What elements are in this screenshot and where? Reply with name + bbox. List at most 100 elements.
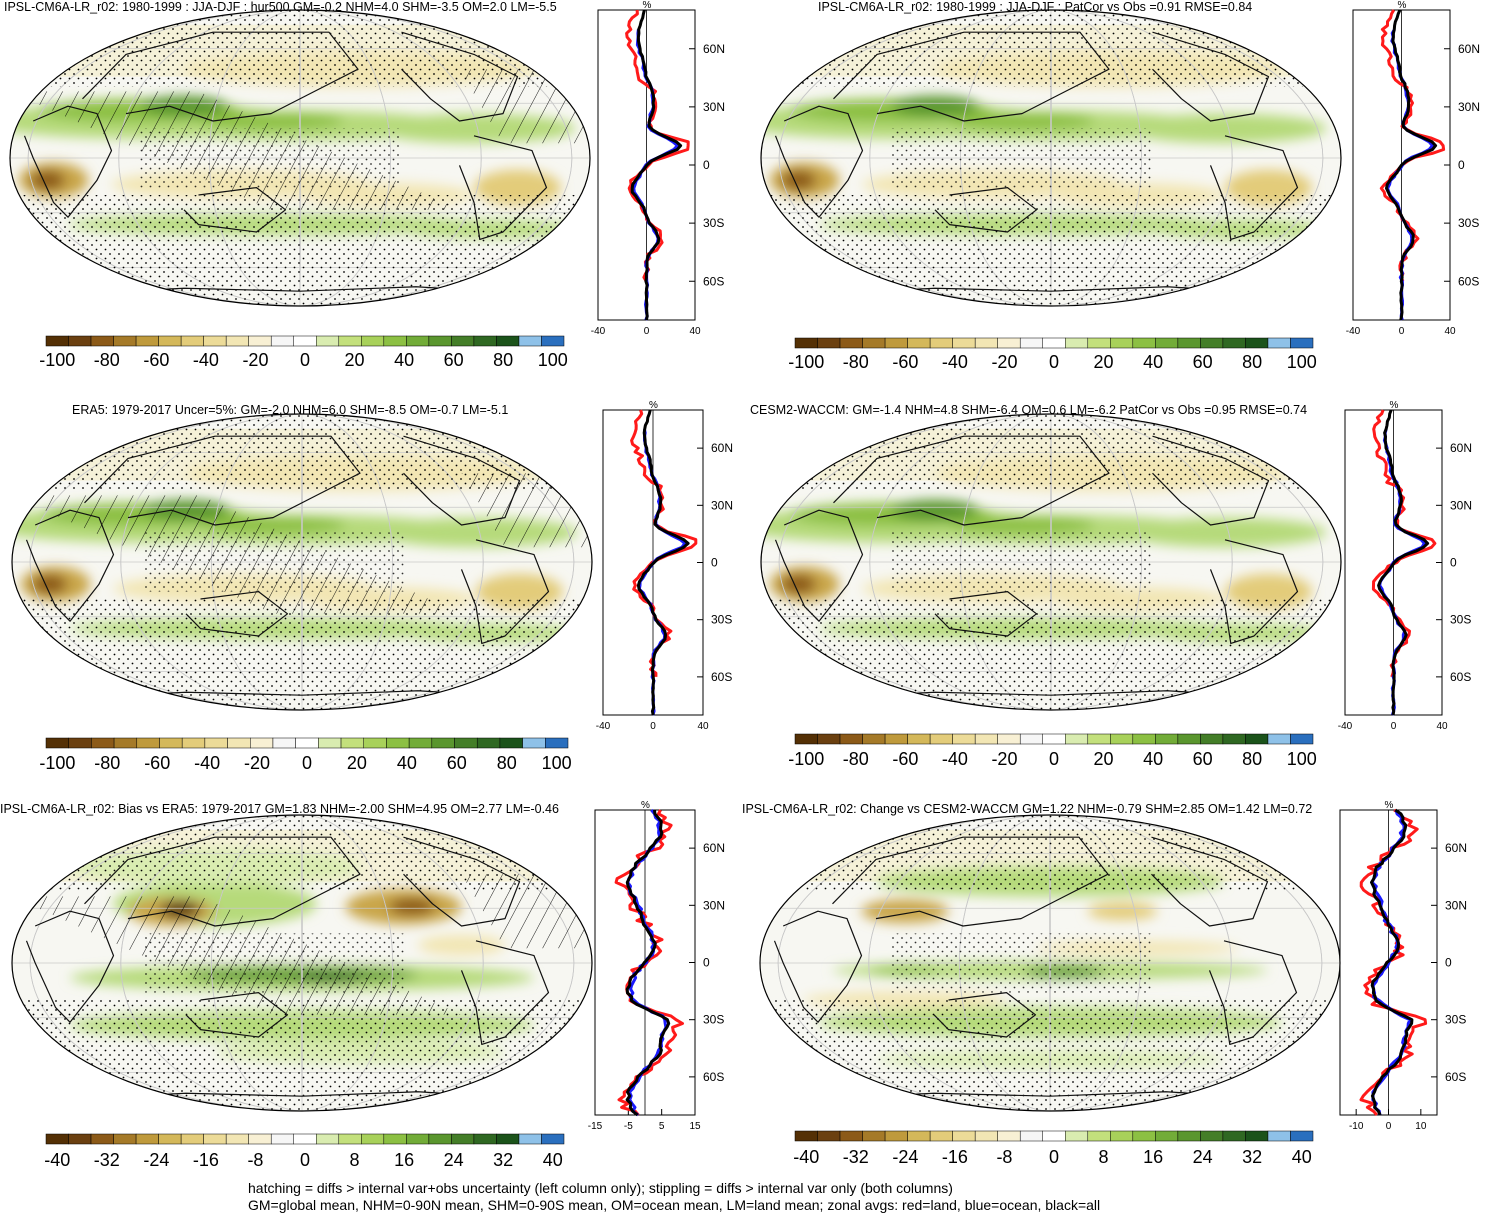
coastline [25,910,115,1023]
zonal-x-tick-label: 40 [689,326,701,337]
graticule-lon [778,10,1324,306]
map-outline [11,413,593,711]
colorbar-swatch [518,335,542,347]
colorbar-swatch [1019,1130,1043,1142]
colorbar-swatch [997,1130,1021,1142]
colorbar-swatch [1110,337,1134,349]
colorbar-swatch [225,335,249,347]
zonal-mean-plot-5: % 60N 30N 0 30S 60S -15 -5 5 15 [588,800,725,1132]
colorbar-swatch [45,335,69,347]
colorbar-swatch [839,337,863,349]
colorbar-swatch [817,1130,841,1142]
coastline [1209,539,1299,645]
colorbar-swatch [1019,733,1043,745]
colorbar-swatch [1042,337,1066,349]
colorbar-swatch [974,1130,998,1142]
colorbar-swatch [974,337,998,349]
zonal-unit-label: % [1390,400,1399,411]
colorbar-swatch [952,1130,976,1142]
colorbar-swatch [817,733,841,745]
colorbar-tick-label: 0 [302,753,312,773]
colorbar-swatch [1222,1130,1246,1142]
colorbar-tick-label: -20 [244,753,270,773]
lat-tick-label: 30N [703,898,725,912]
zonal-series-land [630,409,698,677]
coastline [1209,135,1299,240]
colorbar-swatch [862,1130,886,1142]
lat-tick-label: 30S [703,216,724,230]
colorbar-swatch [499,737,523,749]
colorbar-swatch [907,337,931,349]
coastline [401,31,519,122]
zonal-x-tick-label: 0 [644,326,650,337]
zonal-series-all [1370,808,1414,1116]
zonal-unit-label: % [641,800,650,811]
colorbar-tick-label: 100 [1287,749,1317,769]
lat-tick-label: 0 [1458,158,1465,172]
graticule-lon [868,815,1232,1111]
field-blob [949,112,1095,130]
lat-tick-label: 30S [1450,613,1471,627]
colorbar-swatch [1042,733,1066,745]
colorbar-3: -100 -80 -60 -40 -20 0 20 40 60 80 100 [39,737,572,773]
colorbar-tick-label: -60 [144,753,170,773]
colorbar-swatch [862,337,886,349]
colorbar-swatch [386,737,410,749]
colorbar-tick-label: 40 [1143,749,1163,769]
zonal-x-tick-label: -5 [624,1121,633,1132]
colorbar-tick-label: -80 [843,352,869,372]
colorbar-swatch [113,1133,137,1145]
graticule-lon [869,414,1233,710]
colorbar-swatch [884,337,908,349]
hatching [12,495,462,614]
zonal-x-tick-label: -40 [1338,721,1353,732]
stippling [761,10,1341,87]
colorbar-tick-label: 40 [1292,1147,1312,1167]
colorbar-swatch [90,1133,114,1145]
colorbar-swatch [997,337,1021,349]
colorbar-tick-label: 80 [1242,352,1262,372]
zonal-series-all [630,9,683,321]
colorbar-tick-label: -100 [39,350,75,370]
colorbar-swatch [159,737,183,749]
lat-tick-label: 60S [1450,670,1471,684]
colorbar-tick-label: -32 [843,1147,869,1167]
colorbar-swatch [1155,1130,1179,1142]
colorbar-tick-label: -60 [892,352,918,372]
field-blob [891,95,979,117]
colorbar-swatch [1245,337,1269,349]
colorbar-tick-label: 20 [1094,352,1114,372]
lat-tick-label: 0 [703,158,710,172]
colorbar-tick-label: 100 [1287,352,1317,372]
panel-title-1: IPSL-CM6A-LR_r02: 1980-1999 : JJA-DJF : … [4,0,557,14]
zonal-x-tick-label: 0 [1399,326,1405,337]
colorbar-swatch [952,733,976,745]
colorbar-swatch [203,1133,227,1145]
colorbar-tick-label: -100 [788,352,824,372]
coastline [1208,940,1298,1046]
colorbar-swatch [136,737,160,749]
colorbar-swatch [1065,733,1089,745]
colorbar-5: -40 -32 -24 -16 -8 0 8 16 24 32 40 [44,1133,565,1170]
colorbar-tick-label: 8 [350,1150,360,1170]
field-blob [30,169,66,191]
colorbar-swatch [408,737,433,749]
colorbar-swatch [454,737,478,749]
colorbar-swatch [227,737,251,749]
colorbar-swatch [929,733,953,745]
colorbar-swatch [929,337,953,349]
colorbar-swatch [974,733,998,745]
colorbar-tick-label: 60 [1193,749,1213,769]
field-blob [389,897,436,916]
map-outline [11,814,593,1112]
footnote-line-1: hatching = diffs > internal var+obs unce… [248,1180,953,1196]
colorbar-tick-label: -80 [843,749,869,769]
colorbar-tick-label: 60 [447,753,467,773]
zonal-x-tick-label: 5 [659,1121,665,1132]
colorbar-swatch [451,1133,475,1145]
coastline [84,836,361,927]
colorbar-swatch [1267,1130,1291,1142]
colorbar-tick-label: 0 [300,1150,310,1170]
colorbar-tick-label: 32 [1242,1147,1262,1167]
colorbar-swatch [203,335,227,347]
